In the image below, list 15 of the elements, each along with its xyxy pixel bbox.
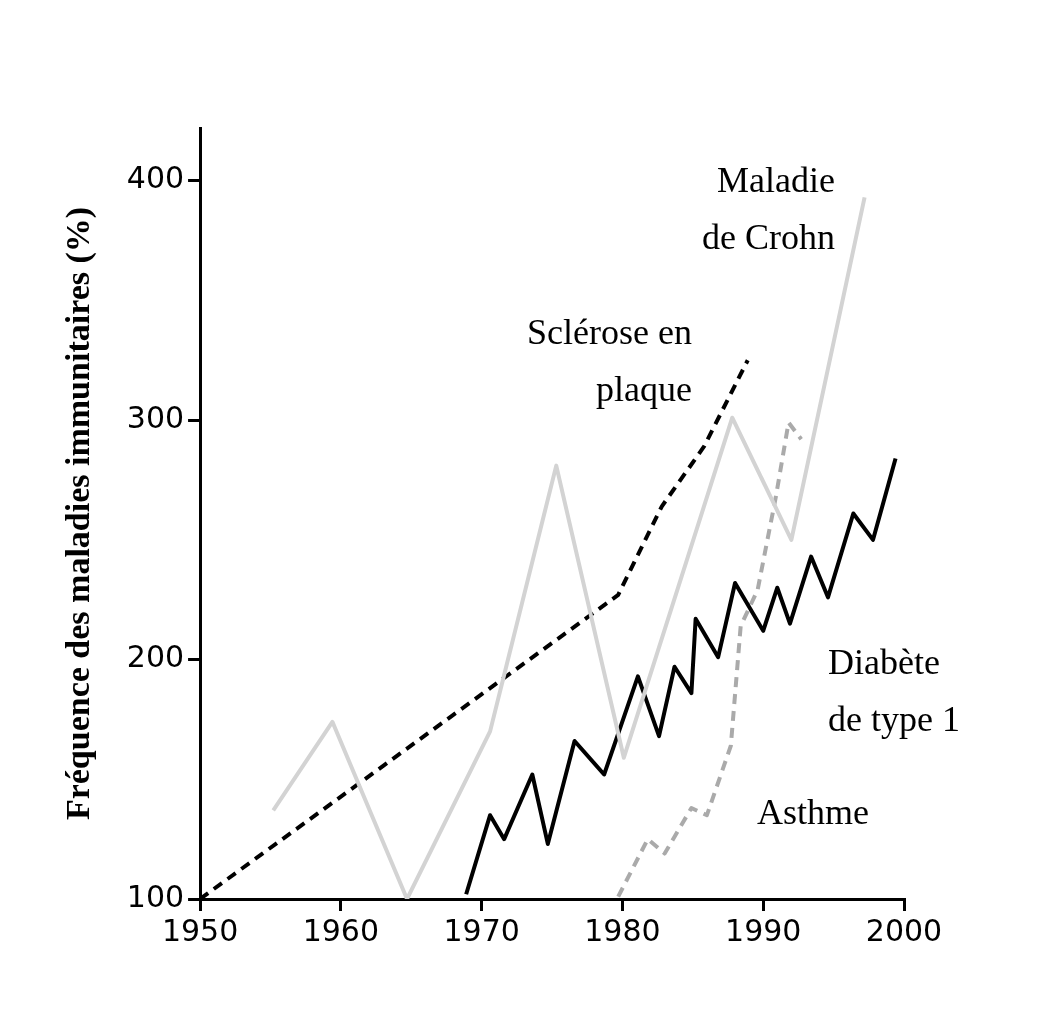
x-tick-label: 1960 bbox=[302, 912, 380, 948]
series-label: Asthme bbox=[757, 792, 869, 833]
y-axis-title: Fréquence des maladies immunitaires (%) bbox=[59, 206, 98, 821]
series-label: Maladie de Crohn bbox=[702, 160, 835, 258]
series-label: Sclérose en plaque bbox=[527, 312, 692, 410]
x-tick-label: 2000 bbox=[865, 912, 943, 948]
y-tick-label: 200 bbox=[126, 639, 185, 675]
series-label: Diabète de type 1 bbox=[828, 642, 960, 740]
x-tick-label: 1950 bbox=[161, 912, 239, 948]
x-tick-label: 1990 bbox=[725, 912, 802, 948]
y-tick-label: 300 bbox=[126, 399, 185, 435]
y-tick-label: 100 bbox=[126, 878, 185, 914]
x-tick-label: 1980 bbox=[584, 912, 661, 948]
x-tick-label: 1970 bbox=[443, 912, 520, 948]
y-tick-label: 400 bbox=[126, 160, 185, 196]
